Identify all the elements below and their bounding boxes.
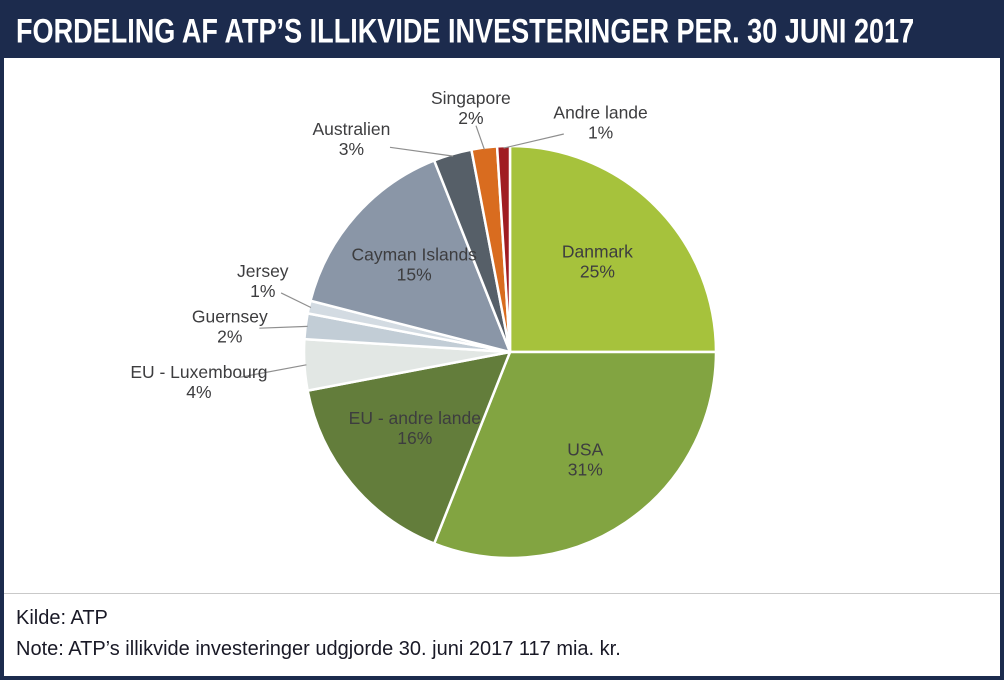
source-line: Kilde: ATP: [16, 607, 108, 629]
pie-label-eu-andre-lande: EU - andre lande 16%: [349, 408, 481, 448]
pie-slice-usa: [432, 350, 718, 560]
pie-label-andre-lande: Andre lande 1%: [553, 102, 647, 142]
leader-line-andre-lande: [503, 133, 564, 149]
pie-label-eu-luxembourg: EU - Luxembourg 4%: [130, 362, 267, 402]
pie-label-danmark: Danmark 25%: [562, 242, 633, 282]
note-line: Note: ATP’s illikvide investeringer udgj…: [16, 638, 621, 660]
leader-line-jersey: [280, 292, 312, 309]
footer-divider: [4, 593, 1000, 594]
pie-slice-cayman-islands: [309, 159, 512, 354]
chart-area: Danmark 25% USA 31% EU - andre lande 16% EU - …: [4, 58, 1000, 593]
pie-label-cayman-islands: Cayman Islands 15%: [351, 245, 477, 285]
footer: Kilde: ATP Note: ATP’s illikvide investe…: [4, 594, 1000, 665]
page-title: FORDELING AF ATP’S ILLIKVIDE INVESTERING…: [16, 11, 915, 50]
title-bar: FORDELING AF ATP’S ILLIKVIDE INVESTERING…: [4, 4, 1000, 58]
leader-line-singapore: [475, 125, 485, 150]
leader-line-australien: [389, 146, 454, 157]
pie-label-usa: USA 31%: [567, 440, 603, 480]
pie-slice-danmark: [508, 144, 718, 354]
leader-line-eu-luxembourg: [239, 364, 307, 378]
pie-label-singapore: Singapore 2%: [431, 88, 511, 128]
pie-chart: Danmark 25% USA 31% EU - andre lande 16% EU - …: [130, 88, 718, 560]
pie-label-guernsey: Guernsey 2%: [192, 306, 268, 346]
leader-line-guernsey: [259, 325, 308, 329]
pie-slice-eu-andre-lande: [306, 350, 512, 545]
pie-label-jersey: Jersey 1%: [237, 261, 289, 301]
pie-label-australien: Australien 3%: [312, 119, 390, 159]
